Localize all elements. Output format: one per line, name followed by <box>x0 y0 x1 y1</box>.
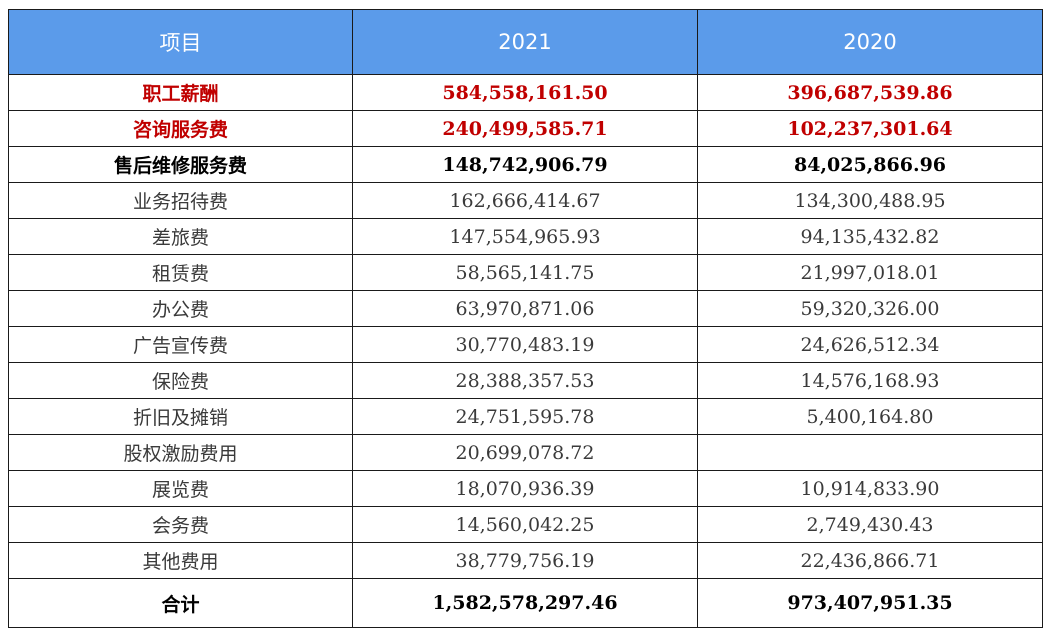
value-2020-cell: 973,407,951.35 <box>697 578 1043 628</box>
table-row: 差旅费 147,554,965.93 94,135,432.82 <box>8 218 1043 255</box>
item-cell: 租赁费 <box>8 254 353 291</box>
total-row: 合计 1,582,578,297.46 973,407,951.35 <box>8 578 1043 628</box>
value-2020-cell: 14,576,168.93 <box>697 362 1043 399</box>
header-2020: 2020 <box>697 9 1043 75</box>
value-2020-cell: 21,997,018.01 <box>697 254 1043 291</box>
table-row: 保险费 28,388,357.53 14,576,168.93 <box>8 362 1043 399</box>
value-2020-cell: 24,626,512.34 <box>697 326 1043 363</box>
item-cell: 合计 <box>8 578 353 628</box>
table-body: 职工薪酬 584,558,161.50 396,687,539.86 咨询服务费 240… <box>8 74 1043 628</box>
value-2021-cell: 20,699,078.72 <box>352 434 698 471</box>
table-row: 咨询服务费 240,499,585.71 102,237,301.64 <box>8 110 1043 147</box>
value-2021-cell: 14,560,042.25 <box>352 506 698 543</box>
item-cell: 职工薪酬 <box>8 74 353 111</box>
item-cell: 咨询服务费 <box>8 110 353 147</box>
value-2020-cell: 94,135,432.82 <box>697 218 1043 255</box>
header-row: 项目 2021 2020 <box>8 9 1043 75</box>
item-cell: 折旧及摊销 <box>8 398 353 435</box>
value-2021-cell: 18,070,936.39 <box>352 470 698 507</box>
value-2020-cell: 22,436,866.71 <box>697 542 1043 579</box>
item-cell: 会务费 <box>8 506 353 543</box>
value-2021-cell: 148,742,906.79 <box>352 146 698 183</box>
value-2021-cell: 1,582,578,297.46 <box>352 578 698 628</box>
item-cell: 办公费 <box>8 290 353 327</box>
table-header: 项目 2021 2020 <box>8 9 1043 75</box>
table-row: 业务招待费 162,666,414.67 134,300,488.95 <box>8 182 1043 219</box>
table-row: 职工薪酬 584,558,161.50 396,687,539.86 <box>8 74 1043 111</box>
value-2020-cell <box>697 434 1043 471</box>
value-2021-cell: 58,565,141.75 <box>352 254 698 291</box>
value-2021-cell: 162,666,414.67 <box>352 182 698 219</box>
item-cell: 其他费用 <box>8 542 353 579</box>
table-row: 其他费用 38,779,756.19 22,436,866.71 <box>8 542 1043 579</box>
item-cell: 保险费 <box>8 362 353 399</box>
item-cell: 差旅费 <box>8 218 353 255</box>
item-cell: 股权激励费用 <box>8 434 353 471</box>
table-row: 折旧及摊销 24,751,595.78 5,400,164.80 <box>8 398 1043 435</box>
value-2020-cell: 102,237,301.64 <box>697 110 1043 147</box>
value-2020-cell: 59,320,326.00 <box>697 290 1043 327</box>
table-row: 广告宣传费 30,770,483.19 24,626,512.34 <box>8 326 1043 363</box>
value-2020-cell: 5,400,164.80 <box>697 398 1043 435</box>
item-cell: 展览费 <box>8 470 353 507</box>
value-2021-cell: 584,558,161.50 <box>352 74 698 111</box>
table-row: 办公费 63,970,871.06 59,320,326.00 <box>8 290 1043 327</box>
table-row: 租赁费 58,565,141.75 21,997,018.01 <box>8 254 1043 291</box>
value-2020-cell: 2,749,430.43 <box>697 506 1043 543</box>
value-2020-cell: 10,914,833.90 <box>697 470 1043 507</box>
value-2021-cell: 28,388,357.53 <box>352 362 698 399</box>
item-cell: 广告宣传费 <box>8 326 353 363</box>
header-2021: 2021 <box>352 9 698 75</box>
value-2021-cell: 147,554,965.93 <box>352 218 698 255</box>
value-2020-cell: 396,687,539.86 <box>697 74 1043 111</box>
value-2020-cell: 84,025,866.96 <box>697 146 1043 183</box>
value-2021-cell: 30,770,483.19 <box>352 326 698 363</box>
table-row: 股权激励费用 20,699,078.72 <box>8 434 1043 471</box>
table-row: 售后维修服务费 148,742,906.79 84,025,866.96 <box>8 146 1043 183</box>
expense-table: 项目 2021 2020 职工薪酬 584,558,161.50 396,687,5… <box>8 9 1043 628</box>
value-2021-cell: 240,499,585.71 <box>352 110 698 147</box>
value-2021-cell: 24,751,595.78 <box>352 398 698 435</box>
value-2020-cell: 134,300,488.95 <box>697 182 1043 219</box>
value-2021-cell: 38,779,756.19 <box>352 542 698 579</box>
value-2021-cell: 63,970,871.06 <box>352 290 698 327</box>
item-cell: 售后维修服务费 <box>8 146 353 183</box>
table-row: 会务费 14,560,042.25 2,749,430.43 <box>8 506 1043 543</box>
header-item: 项目 <box>8 9 353 75</box>
item-cell: 业务招待费 <box>8 182 353 219</box>
table-row: 展览费 18,070,936.39 10,914,833.90 <box>8 470 1043 507</box>
